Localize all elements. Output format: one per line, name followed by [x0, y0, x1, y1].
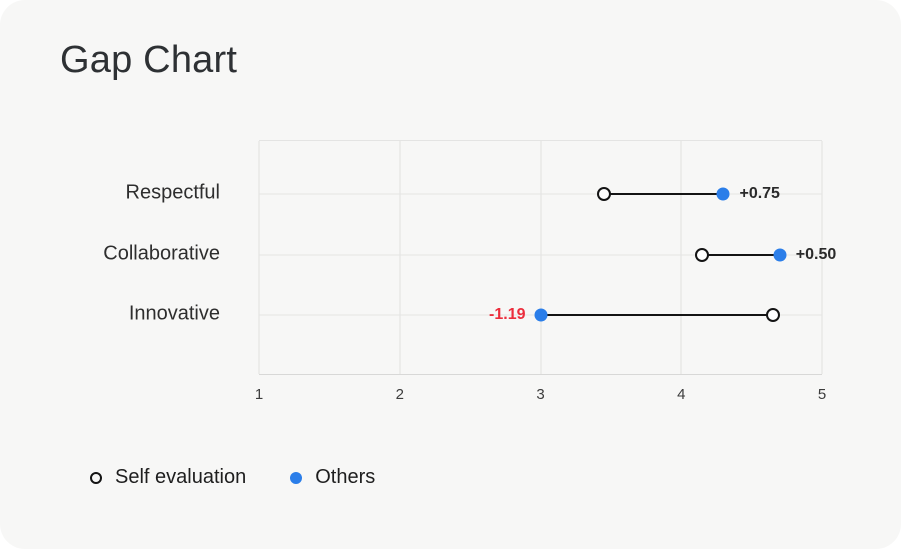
open-circle-icon	[90, 471, 102, 484]
gap-connector	[603, 193, 724, 195]
others-point[interactable]	[534, 308, 547, 322]
x-axis: 1 2 3 4 5	[255, 386, 826, 406]
legend-label: Self evaluation	[115, 466, 247, 488]
legend: Self evaluation Others	[90, 466, 375, 489]
category-label: Respectful	[125, 181, 221, 204]
row-gridline	[259, 254, 822, 256]
gap-connector	[702, 253, 780, 256]
vertical-gridline	[258, 141, 260, 374]
category-label: Innovative	[128, 302, 220, 325]
legend-item-others[interactable]: Others	[290, 466, 375, 489]
legend-label: Others	[315, 466, 376, 488]
x-tick-label: 4	[677, 386, 686, 403]
x-tick-label: 3	[536, 386, 545, 403]
category-label: Collaborative	[103, 242, 220, 265]
self-evaluation-point[interactable]	[695, 247, 710, 262]
others-point[interactable]	[773, 248, 787, 262]
self-evaluation-point[interactable]	[765, 307, 780, 322]
gap-value-label: +0.50	[795, 245, 837, 263]
vertical-gridline	[399, 141, 401, 374]
x-tick-label: 1	[254, 386, 264, 403]
others-point[interactable]	[716, 187, 730, 201]
gap-value-label: -1.19	[489, 305, 526, 323]
gap-connector	[540, 313, 773, 316]
x-tick-label: 5	[817, 386, 827, 403]
row-gridline	[259, 193, 822, 195]
filled-circle-icon	[290, 471, 303, 484]
plot-area: +0.75 +0.50 -1.19	[258, 140, 836, 375]
vertical-gridline	[821, 141, 823, 374]
vertical-gridline	[540, 141, 541, 374]
category-axis: Respectful Collaborative Innovative	[20, 140, 220, 373]
page-title: Gap Chart	[60, 39, 238, 81]
legend-item-self-evaluation[interactable]: Self evaluation	[90, 466, 246, 489]
self-evaluation-point[interactable]	[596, 187, 611, 201]
gap-value-label: +0.75	[739, 185, 780, 202]
x-tick-label: 2	[395, 386, 404, 403]
vertical-gridline	[680, 141, 682, 374]
